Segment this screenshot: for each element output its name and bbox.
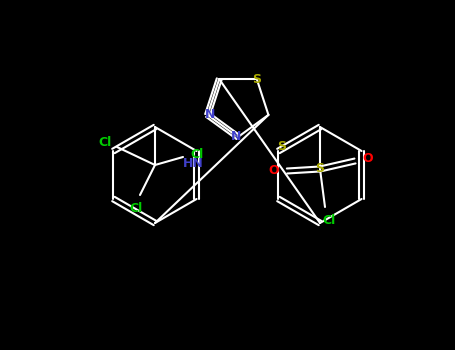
- Text: Cl: Cl: [129, 203, 142, 216]
- Text: O: O: [363, 153, 373, 166]
- Text: S: S: [315, 162, 324, 175]
- Text: O: O: [269, 164, 279, 177]
- Text: S: S: [277, 140, 286, 153]
- Text: N: N: [204, 108, 215, 121]
- Text: N: N: [231, 131, 241, 144]
- Text: HN: HN: [183, 158, 204, 170]
- Text: Cl: Cl: [98, 136, 111, 149]
- Text: Cl: Cl: [190, 148, 204, 161]
- Text: Cl: Cl: [323, 215, 336, 228]
- Text: S: S: [253, 72, 261, 86]
